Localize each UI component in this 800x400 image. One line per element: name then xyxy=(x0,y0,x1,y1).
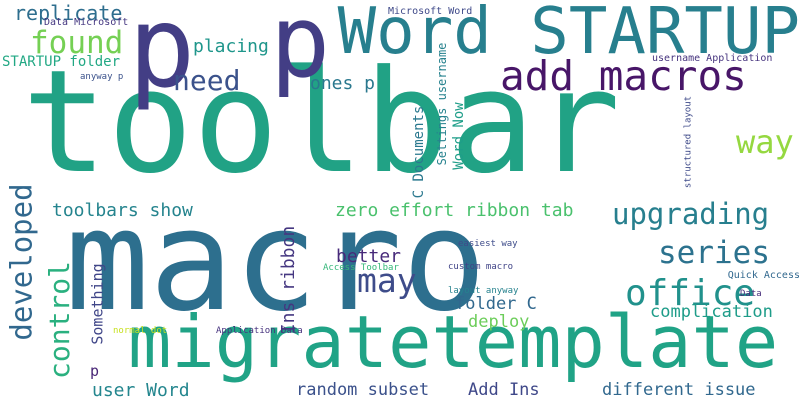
cloud-word: Something xyxy=(88,263,107,345)
cloud-word: complication xyxy=(650,302,773,322)
cloud-word: Add Ins xyxy=(468,380,540,400)
cloud-word: found xyxy=(30,25,124,61)
cloud-word: Access Toolbar xyxy=(323,263,399,273)
cloud-word: easiest way xyxy=(458,239,518,249)
cloud-word: Data xyxy=(740,289,762,299)
cloud-word: Word STARTUP xyxy=(337,0,800,69)
cloud-word: deploy xyxy=(468,312,530,332)
cloud-word: p xyxy=(270,0,331,100)
cloud-word: office xyxy=(625,273,756,314)
cloud-word: toolbars show xyxy=(52,200,193,221)
cloud-word: p xyxy=(90,362,100,380)
cloud-word: may xyxy=(357,261,417,300)
cloud-word: developed xyxy=(4,183,39,341)
cloud-word: way xyxy=(736,123,794,161)
cloud-word: normal dot xyxy=(113,326,168,336)
cloud-word: upgrading xyxy=(612,197,770,231)
cloud-word: better xyxy=(336,246,402,267)
cloud-word: C Documents xyxy=(411,105,427,199)
cloud-word: folder C xyxy=(455,294,537,314)
cloud-word: user Word xyxy=(92,380,190,400)
cloud-word: custom macro xyxy=(448,262,514,272)
cloud-word: Settings username xyxy=(435,42,449,166)
cloud-word: placing xyxy=(193,36,269,57)
cloud-word: layout anyway xyxy=(448,286,519,296)
cloud-word: add macros xyxy=(500,52,747,100)
cloud-word: random subset xyxy=(296,380,430,400)
cloud-word: need xyxy=(173,64,241,97)
cloud-word: Word Now xyxy=(451,102,467,170)
cloud-word: migratetemplate xyxy=(128,300,779,384)
cloud-word: anyway p xyxy=(80,72,124,82)
cloud-word: series xyxy=(658,235,770,271)
cloud-word: ones p xyxy=(310,73,376,94)
cloud-word: toolbar xyxy=(22,40,621,205)
cloud-word: macro xyxy=(65,180,487,343)
cloud-word: Application Data xyxy=(216,326,303,336)
cloud-word: control xyxy=(43,260,76,380)
cloud-word: different issue xyxy=(602,380,756,400)
cloud-word: p xyxy=(128,0,196,113)
cloud-word: Microsoft Word xyxy=(388,6,473,17)
cloud-word: Data Microsoft xyxy=(44,17,129,28)
cloud-word: STARTUP folder xyxy=(2,54,121,70)
cloud-word: username Application xyxy=(652,53,773,64)
cloud-word: replicate xyxy=(14,1,123,25)
cloud-word: Ins ribbon xyxy=(278,225,299,335)
cloud-word: Quick Access xyxy=(727,270,800,281)
cloud-word: zero effort ribbon tab xyxy=(335,200,574,221)
cloud-word: structured layout xyxy=(683,95,694,189)
